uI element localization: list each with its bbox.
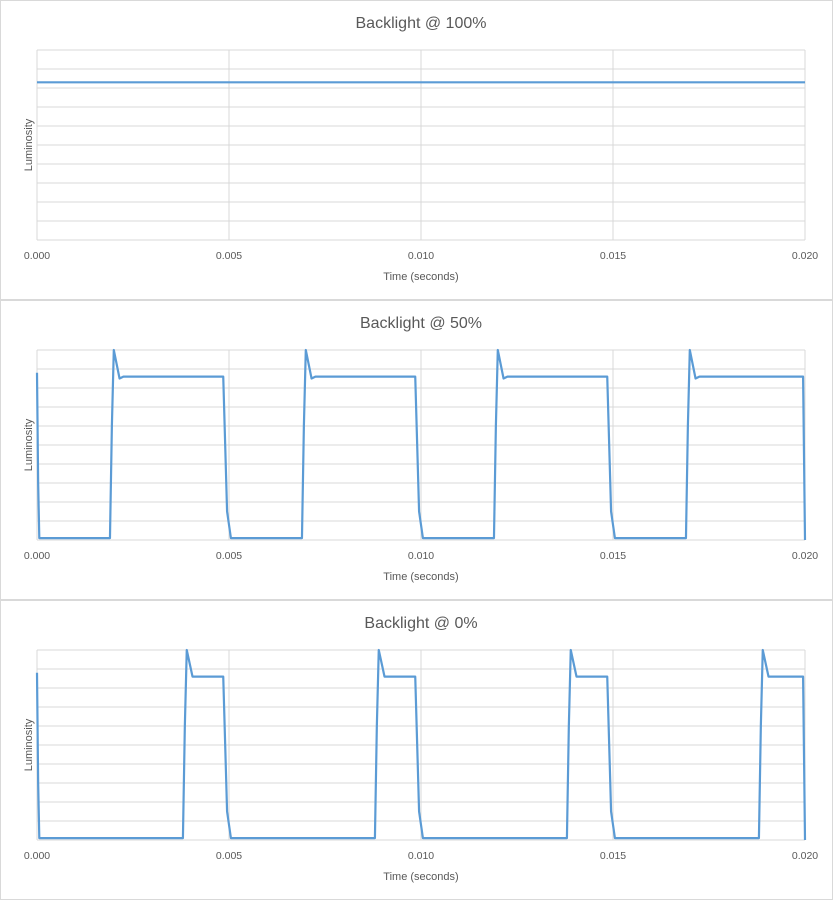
y-axis-label: Luminosity (23, 418, 35, 471)
x-tick-label: 0.010 (408, 550, 434, 562)
chart-panel-backlight-100: Backlight @ 100% 0.000 0.005 0.010 0.015 0.02… (0, 0, 833, 300)
series-line (35, 648, 807, 841)
x-tick-label: 0.005 (216, 850, 242, 862)
x-tick-label: 0.005 (216, 250, 242, 262)
x-tick-label: 0.000 (24, 850, 50, 862)
chart-title: Backlight @ 100% (356, 15, 487, 32)
x-tick-label: 0.020 (792, 850, 818, 862)
x-tick-label: 0.015 (600, 550, 626, 562)
x-tick-label: 0.015 (600, 250, 626, 262)
x-tick-label: 0.020 (792, 250, 818, 262)
series-line (35, 348, 807, 541)
x-tick-label: 0.005 (216, 550, 242, 562)
x-axis-label: Time (seconds) (383, 871, 458, 883)
x-tick-label: 0.000 (24, 250, 50, 262)
x-axis-label: Time (seconds) (383, 571, 458, 583)
chart-panel-backlight-0: Backlight @ 0% 0.000 0.005 0.010 0.015 0.020 T… (0, 600, 833, 900)
chart-svg-backlight-50: Backlight @ 50% 0.000 0.005 0.010 0.015 0.020… (23, 315, 818, 583)
chart-svg-backlight-100: Backlight @ 100% 0.000 0.005 0.010 0.015 0.02… (23, 15, 818, 283)
x-tick-label: 0.010 (408, 250, 434, 262)
x-tick-label: 0.020 (792, 550, 818, 562)
y-axis-label: Luminosity (23, 718, 35, 771)
x-axis-label: Time (seconds) (383, 271, 458, 283)
y-axis-label: Luminosity (23, 118, 35, 171)
x-tick-label: 0.015 (600, 850, 626, 862)
x-tick-label: 0.000 (24, 550, 50, 562)
chart-panel-backlight-50: Backlight @ 50% 0.000 0.005 0.010 0.015 0.020… (0, 300, 833, 600)
chart-title: Backlight @ 50% (360, 315, 482, 332)
chart-svg-backlight-0: Backlight @ 0% 0.000 0.005 0.010 0.015 0.020 T… (23, 615, 818, 883)
x-tick-label: 0.010 (408, 850, 434, 862)
chart-title: Backlight @ 0% (364, 615, 477, 632)
